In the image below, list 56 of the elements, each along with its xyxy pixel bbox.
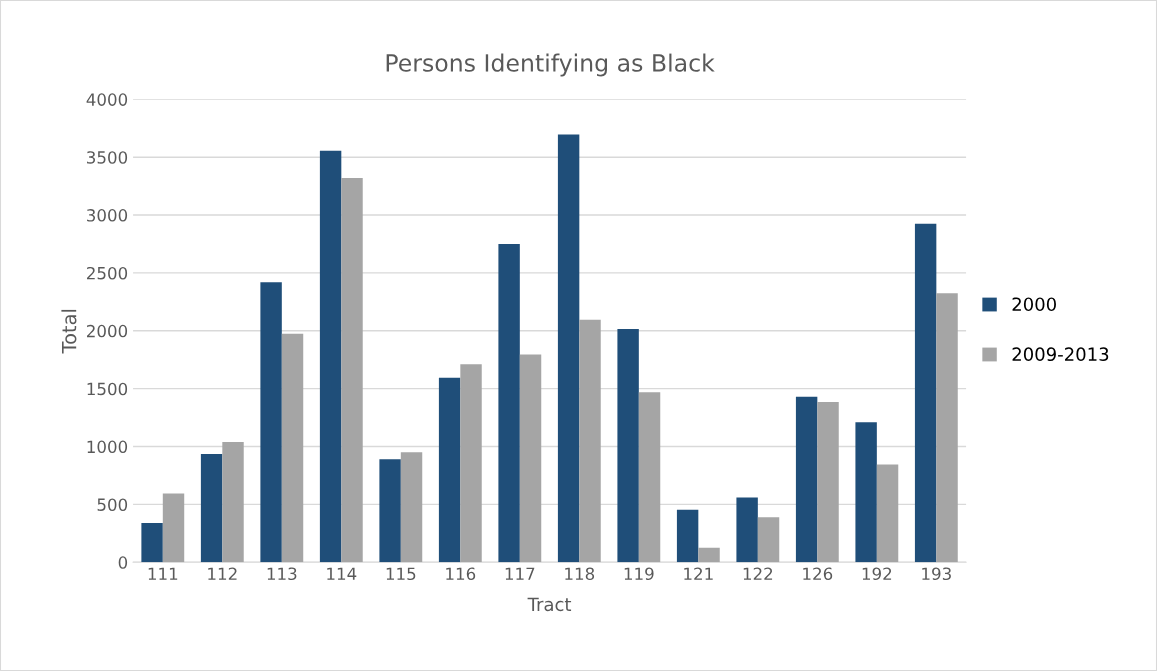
bar — [914, 223, 937, 563]
bar — [341, 178, 363, 563]
bar — [141, 522, 163, 563]
y-tick-label: 500 — [97, 498, 128, 511]
x-tick-label: 113 — [267, 567, 297, 581]
bar — [319, 150, 342, 563]
x-tick-label: 122 — [743, 567, 773, 580]
x-tick-label: 116 — [446, 567, 476, 581]
bar — [557, 134, 580, 563]
x-tick-label: 126 — [803, 567, 833, 581]
bar — [817, 401, 839, 563]
y-tick-label: 0 — [118, 556, 128, 569]
bar — [281, 333, 304, 563]
x-axis-title: Tract — [527, 597, 572, 612]
y-axis-title: Total — [61, 309, 77, 354]
bar — [519, 354, 542, 563]
y-tick-label: 2500 — [87, 266, 128, 280]
bar — [855, 422, 877, 563]
bar — [222, 441, 244, 563]
x-tick-label: 112 — [208, 567, 237, 580]
x-tick-label: 115 — [386, 567, 416, 581]
y-tick-label: 3000 — [87, 209, 128, 222]
y-tick-label: 2000 — [87, 324, 128, 338]
bar — [638, 392, 661, 563]
x-tick-label: 117 — [505, 567, 535, 580]
bar — [260, 282, 282, 563]
y-tick-label: 4000 — [86, 93, 128, 106]
bar — [617, 329, 639, 563]
x-tick-label: 111 — [148, 567, 178, 580]
y-tick-label: 1000 — [87, 440, 128, 454]
legend-label: 2000 — [1012, 297, 1056, 312]
x-tick-label: 193 — [922, 567, 951, 581]
bar — [162, 493, 185, 563]
bar — [795, 396, 818, 563]
bar — [757, 517, 780, 563]
bar — [200, 454, 223, 563]
bar — [379, 459, 401, 563]
bar — [438, 377, 461, 563]
x-tick-label: 118 — [565, 567, 595, 581]
bar — [736, 497, 758, 563]
x-tick-label: 192 — [862, 567, 892, 581]
x-tick-label: 121 — [684, 567, 713, 580]
bar — [460, 364, 482, 563]
bar — [579, 319, 601, 563]
bar — [936, 293, 958, 563]
bar — [498, 243, 520, 563]
bar — [876, 464, 899, 563]
x-tick-label: 114 — [327, 567, 357, 580]
y-tick-label: 1500 — [87, 382, 128, 396]
y-tick-label: 3500 — [87, 151, 128, 164]
chart-title: Persons Identifying as Black — [386, 53, 715, 77]
legend-label: 2009-2013 — [1012, 347, 1109, 362]
bar — [676, 509, 699, 563]
bar — [400, 452, 423, 563]
x-tick-label: 119 — [624, 567, 654, 581]
bar — [698, 547, 720, 563]
